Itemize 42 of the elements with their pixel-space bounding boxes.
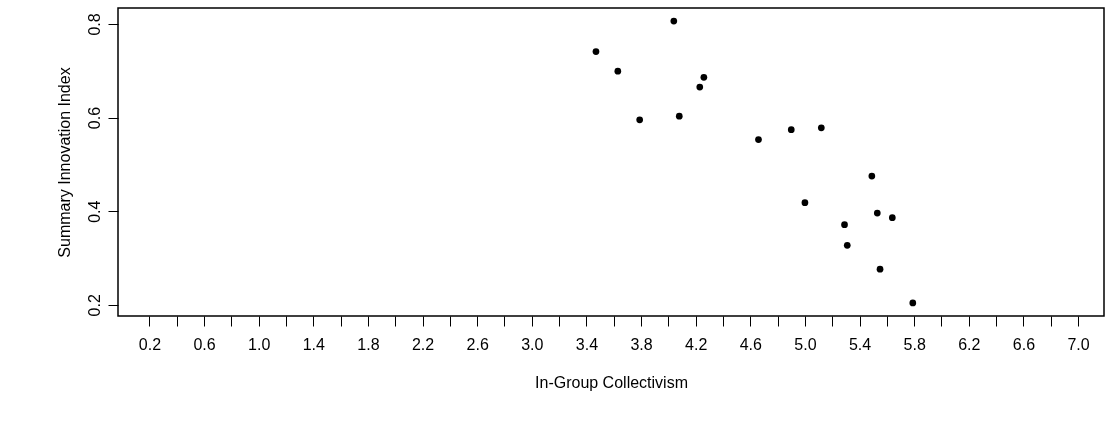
x-tick-label: 2.2	[411, 335, 435, 353]
y-axis-title: Summary Innovation Index	[55, 67, 73, 258]
x-tick-label: 4.6	[739, 335, 763, 353]
point	[868, 172, 876, 180]
y-tick-label: 0.8	[85, 13, 103, 36]
point	[696, 83, 704, 91]
point	[873, 209, 881, 217]
x-tick-label: 3.4	[575, 335, 599, 353]
point	[841, 221, 848, 229]
point	[787, 126, 795, 134]
point	[801, 199, 809, 207]
x-tick-label: 3.8	[630, 335, 653, 353]
point	[592, 48, 600, 55]
x-axis-title: In-Group Collectivism	[535, 373, 688, 391]
point	[843, 241, 851, 249]
point	[888, 214, 896, 222]
point	[614, 67, 622, 75]
point	[817, 124, 825, 132]
point	[700, 73, 708, 81]
x-tick-label: 0.6	[193, 335, 216, 353]
x-tick-label: 5.0	[794, 335, 817, 353]
x-tick-label: 1.8	[357, 335, 380, 353]
point	[636, 116, 644, 124]
x-tick-label: 4.2	[685, 335, 708, 353]
point	[876, 265, 884, 273]
point	[670, 17, 678, 25]
x-tick-label: 7.0	[1067, 335, 1090, 353]
x-tick-label: 1.4	[302, 335, 326, 353]
point	[675, 112, 683, 120]
y-tick-label: 0.2	[85, 294, 103, 317]
x-tick-label: 0.2	[138, 335, 162, 353]
x-tick-label: 1.0	[248, 335, 271, 353]
x-tick-label: 5.4	[848, 335, 872, 353]
x-tick-label: 6.2	[958, 335, 981, 353]
point	[909, 299, 917, 307]
x-tick-label: 6.6	[1012, 335, 1036, 353]
x-tick-label: 3.0	[521, 335, 544, 353]
x-tick-label: 2.6	[466, 335, 489, 353]
y-tick-label: 0.4	[85, 200, 103, 223]
x-tick-label: 5.8	[903, 335, 926, 353]
y-tick-label: 0.6	[85, 106, 103, 130]
point	[755, 136, 762, 143]
